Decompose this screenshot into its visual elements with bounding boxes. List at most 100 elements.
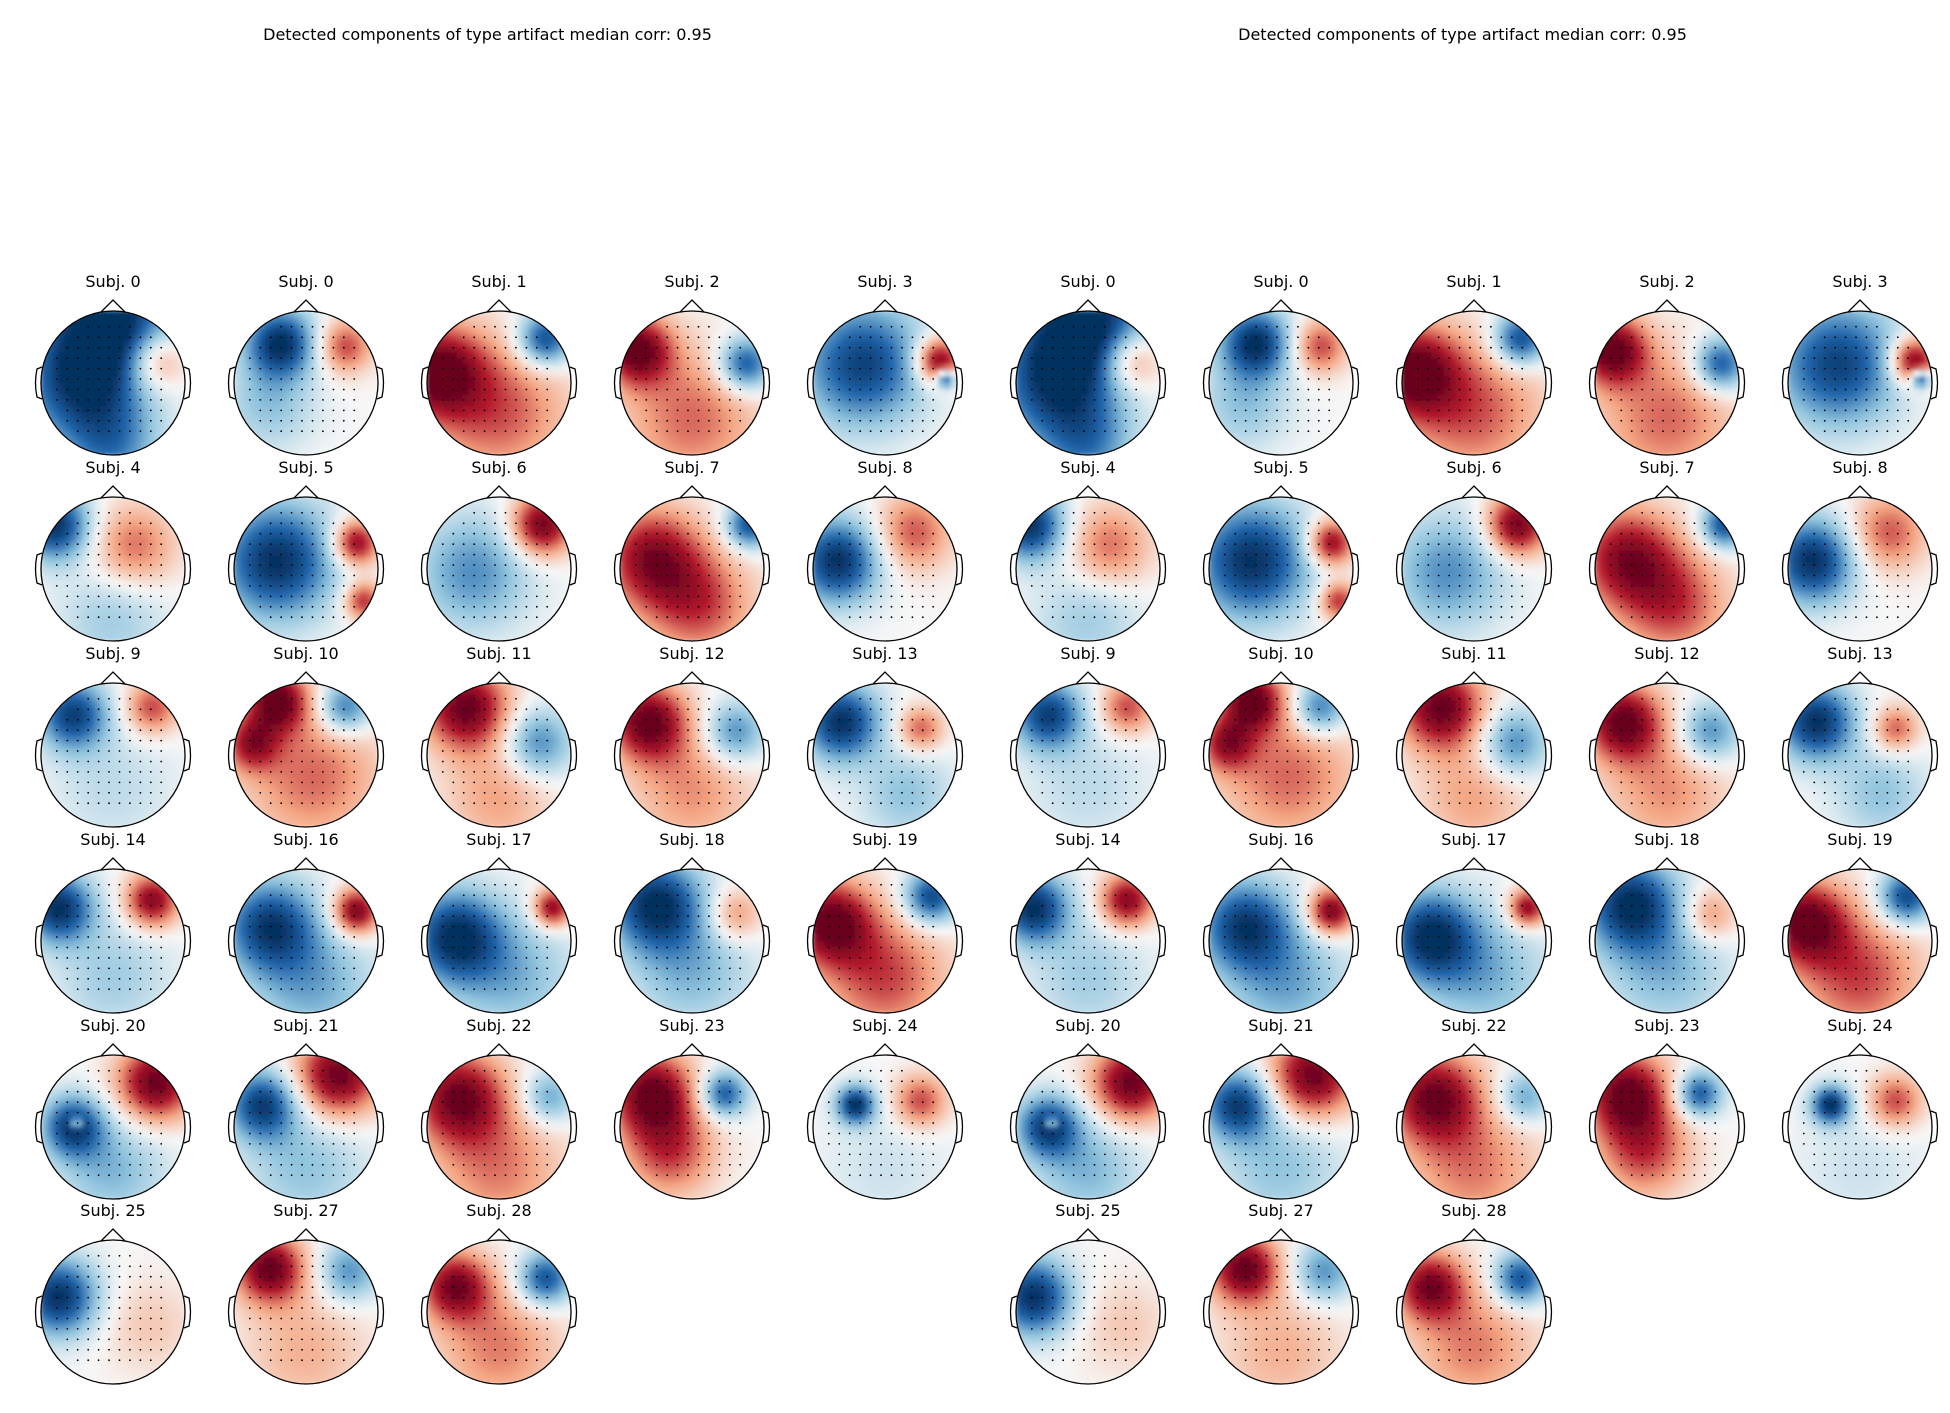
head-outline (1594, 868, 1740, 1014)
sensor-markers (1416, 883, 1524, 991)
head-outline (233, 868, 379, 1014)
subject-label: Subj. 10 (215, 645, 397, 663)
head-outline (812, 310, 958, 456)
subject-topomap: Subj. 18 (1576, 831, 1758, 1014)
left-ear (1781, 366, 1790, 400)
nose-marker (872, 299, 898, 313)
scalp-map (1009, 857, 1167, 1014)
subject-label: Subj. 3 (1769, 273, 1950, 291)
scalp-map (420, 857, 578, 1014)
nose-marker (872, 1043, 898, 1057)
sensor-markers (1609, 511, 1717, 619)
left-ear (1009, 924, 1018, 958)
scalp-map (1202, 299, 1360, 456)
nose-marker (293, 671, 319, 685)
nose-marker (100, 1043, 126, 1057)
left-ear (1009, 738, 1018, 772)
scalp-map (613, 1043, 771, 1200)
nose-marker (1654, 671, 1680, 685)
right-ear (1930, 366, 1939, 400)
left-ear (420, 1295, 429, 1329)
right-ear (1930, 1110, 1939, 1144)
right-ear (1544, 924, 1553, 958)
subject-topomap: Subj. 9 (22, 645, 204, 828)
left-ear (1781, 924, 1790, 958)
subject-label: Subj. 20 (997, 1017, 1179, 1035)
sensor-markers (827, 1069, 935, 1177)
sensor-markers (1223, 325, 1331, 433)
right-ear (1158, 366, 1167, 400)
sensor-markers (248, 511, 356, 619)
nose-marker (1075, 299, 1101, 313)
scalp-map (34, 671, 192, 828)
sensor-markers (1223, 1254, 1331, 1362)
right-ear (1158, 924, 1167, 958)
right-ear (1737, 552, 1746, 586)
sensor-markers (1416, 325, 1524, 433)
nose-marker (679, 1043, 705, 1057)
right-ear (569, 1110, 578, 1144)
subject-label: Subj. 1 (408, 273, 590, 291)
head-outline (40, 1239, 186, 1385)
scalp-map (1009, 1043, 1167, 1200)
left-ear (1781, 1110, 1790, 1144)
nose-marker (1268, 299, 1294, 313)
head-outline (233, 1239, 379, 1385)
head-outline (1208, 1054, 1354, 1200)
left-ear (34, 1295, 43, 1329)
right-ear (955, 552, 964, 586)
head-outline (233, 310, 379, 456)
left-ear (1588, 366, 1597, 400)
subject-label: Subj. 11 (408, 645, 590, 663)
left-ear (1009, 552, 1018, 586)
nose-marker (1847, 1043, 1873, 1057)
head-outline (1787, 496, 1933, 642)
right-ear (376, 1295, 385, 1329)
nose-marker (1075, 1043, 1101, 1057)
left-ear (1395, 1295, 1404, 1329)
head-outline (1401, 682, 1547, 828)
nose-marker (1075, 1228, 1101, 1242)
nose-marker (1268, 1228, 1294, 1242)
right-ear (1737, 1110, 1746, 1144)
subject-label: Subj. 18 (1576, 831, 1758, 849)
nose-marker (486, 1043, 512, 1057)
sensor-markers (1609, 883, 1717, 991)
left-ear (613, 924, 622, 958)
subject-topomap: Subj. 16 (215, 831, 397, 1014)
head-outline (1208, 496, 1354, 642)
subject-topomap: Subj. 13 (1769, 645, 1950, 828)
right-ear (183, 924, 192, 958)
right-ear (569, 924, 578, 958)
left-ear (227, 552, 236, 586)
subject-label: Subj. 17 (408, 831, 590, 849)
scalp-map (420, 1043, 578, 1200)
subject-label: Subj. 2 (1576, 273, 1758, 291)
subject-label: Subj. 21 (1190, 1017, 1372, 1035)
right-ear (376, 366, 385, 400)
right-ear (569, 738, 578, 772)
subject-label: Subj. 8 (794, 459, 976, 477)
subject-topomap: Subj. 24 (794, 1017, 976, 1200)
subject-topomap: Subj. 20 (22, 1017, 204, 1200)
nose-marker (679, 485, 705, 499)
scalp-map (613, 299, 771, 456)
nose-marker (1268, 671, 1294, 685)
right-ear (1351, 552, 1360, 586)
nose-marker (486, 485, 512, 499)
subject-label: Subj. 12 (601, 645, 783, 663)
sensor-markers (248, 883, 356, 991)
left-ear (1009, 366, 1018, 400)
subject-label: Subj. 7 (601, 459, 783, 477)
scalp-map (1395, 857, 1553, 1014)
left-ear (806, 924, 815, 958)
sensor-markers (55, 1069, 163, 1177)
sensor-markers (634, 325, 742, 433)
left-ear (1202, 738, 1211, 772)
sensor-markers (1416, 1069, 1524, 1177)
subject-topomap: Subj. 12 (1576, 645, 1758, 828)
panel-right: Detected components of type artifact med… (975, 0, 1950, 1413)
nose-marker (1847, 671, 1873, 685)
nose-marker (1268, 1043, 1294, 1057)
left-ear (420, 738, 429, 772)
